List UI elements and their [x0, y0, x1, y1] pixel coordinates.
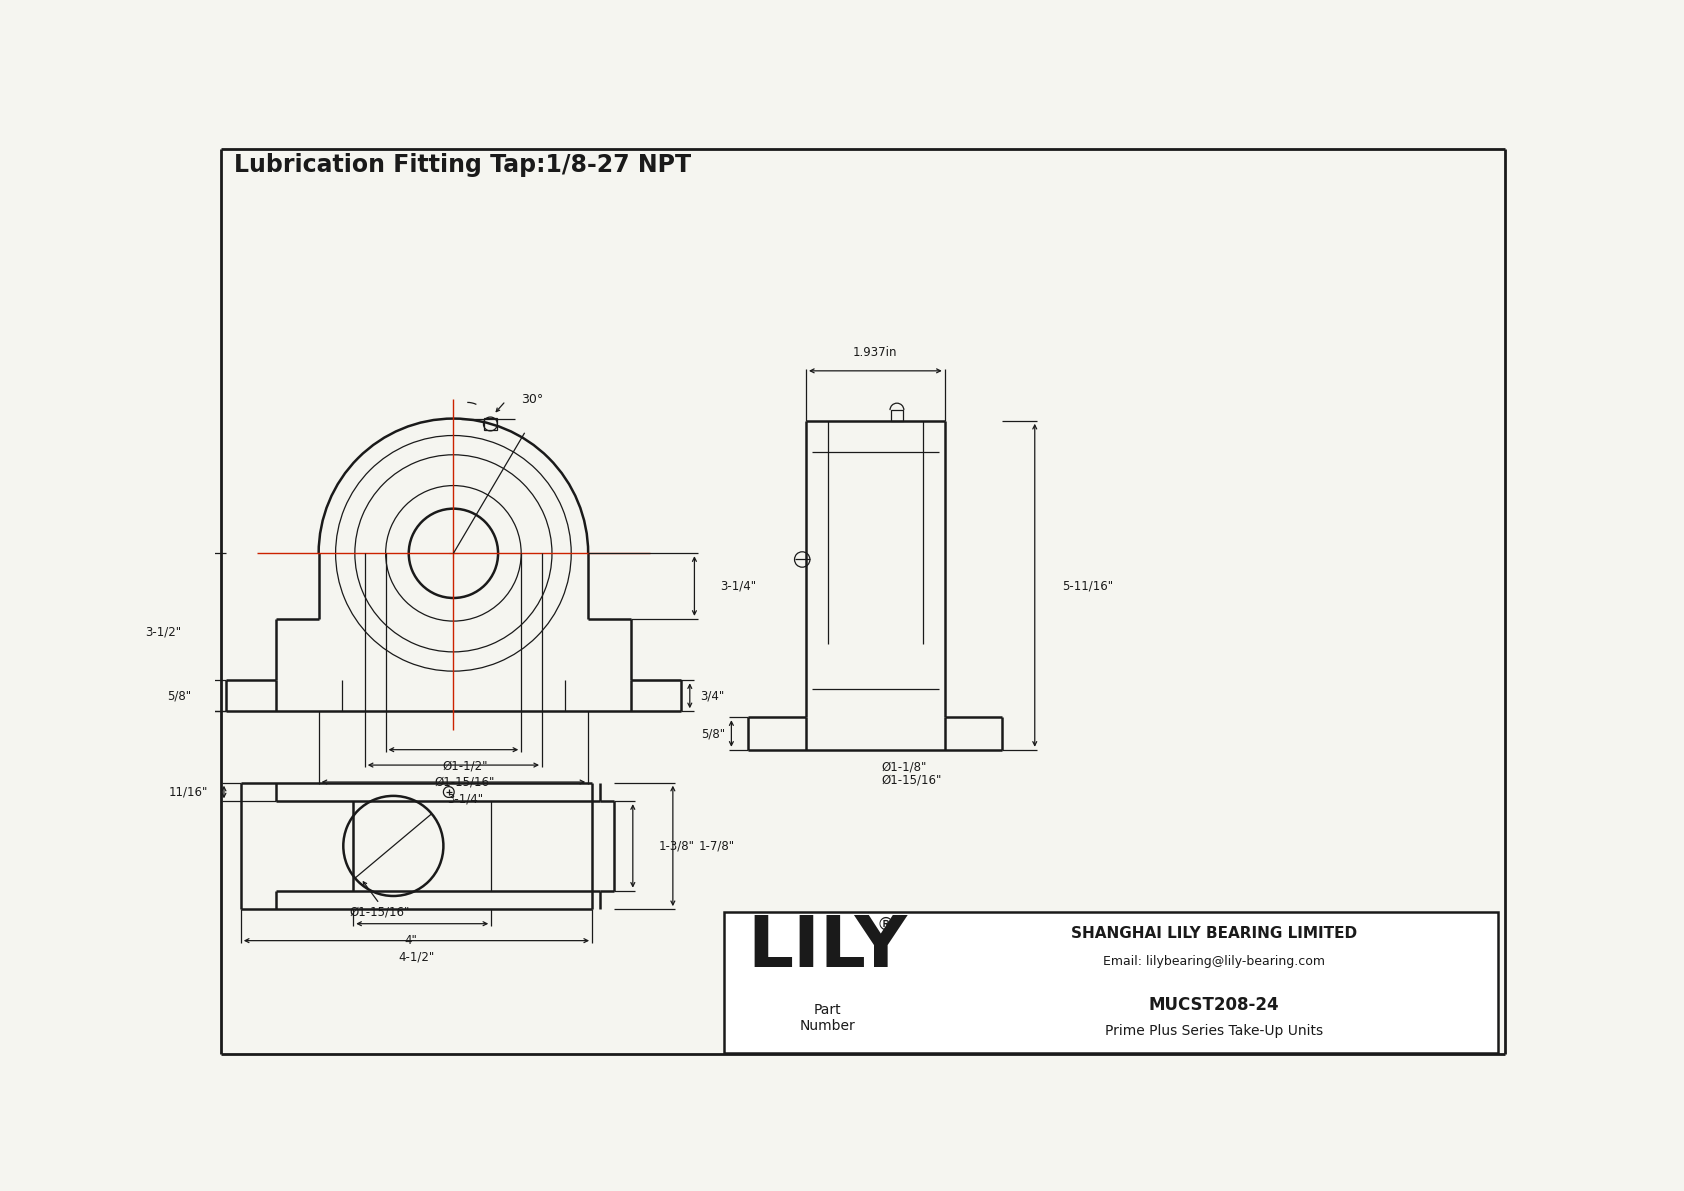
Text: 3-1/2": 3-1/2": [145, 625, 180, 638]
Text: SHANGHAI LILY BEARING LIMITED: SHANGHAI LILY BEARING LIMITED: [1071, 925, 1357, 941]
Text: 1-3/8": 1-3/8": [658, 840, 694, 853]
Text: MUCST208-24: MUCST208-24: [1148, 996, 1280, 1015]
Text: 5/8": 5/8": [167, 690, 192, 703]
Bar: [724, 912, 1499, 1053]
Text: Ø1-15/16": Ø1-15/16": [349, 905, 409, 918]
Text: 3-1/4": 3-1/4": [719, 579, 756, 592]
Text: LILY: LILY: [748, 912, 908, 981]
Text: 5/8": 5/8": [701, 727, 726, 740]
Text: Ø1-1/2": Ø1-1/2": [443, 760, 488, 773]
Text: 30°: 30°: [520, 393, 544, 406]
Text: Ø1-1/8": Ø1-1/8": [881, 760, 926, 773]
Text: 3-1/4": 3-1/4": [446, 792, 483, 805]
Bar: [485, 418, 497, 430]
Text: 3/4": 3/4": [701, 690, 724, 703]
Text: 1.937in: 1.937in: [854, 347, 898, 360]
Text: Ø1-15/16": Ø1-15/16": [434, 775, 495, 788]
Bar: [891, 410, 903, 420]
Text: Email: lilybearing@lily-bearing.com: Email: lilybearing@lily-bearing.com: [1103, 955, 1325, 968]
Text: 5-11/16": 5-11/16": [1061, 579, 1113, 592]
Text: Part
Number: Part Number: [800, 1003, 855, 1033]
Text: 11/16": 11/16": [168, 786, 207, 798]
Text: ®: ®: [876, 915, 894, 934]
Text: 1-7/8": 1-7/8": [699, 840, 734, 853]
Text: Prime Plus Series Take-Up Units: Prime Plus Series Take-Up Units: [1105, 1023, 1324, 1037]
Text: Lubrication Fitting Tap:1/8-27 NPT: Lubrication Fitting Tap:1/8-27 NPT: [234, 154, 690, 177]
Text: Ø1-15/16": Ø1-15/16": [881, 774, 941, 787]
Text: 4-1/2": 4-1/2": [399, 950, 434, 964]
Text: 4": 4": [404, 934, 418, 947]
